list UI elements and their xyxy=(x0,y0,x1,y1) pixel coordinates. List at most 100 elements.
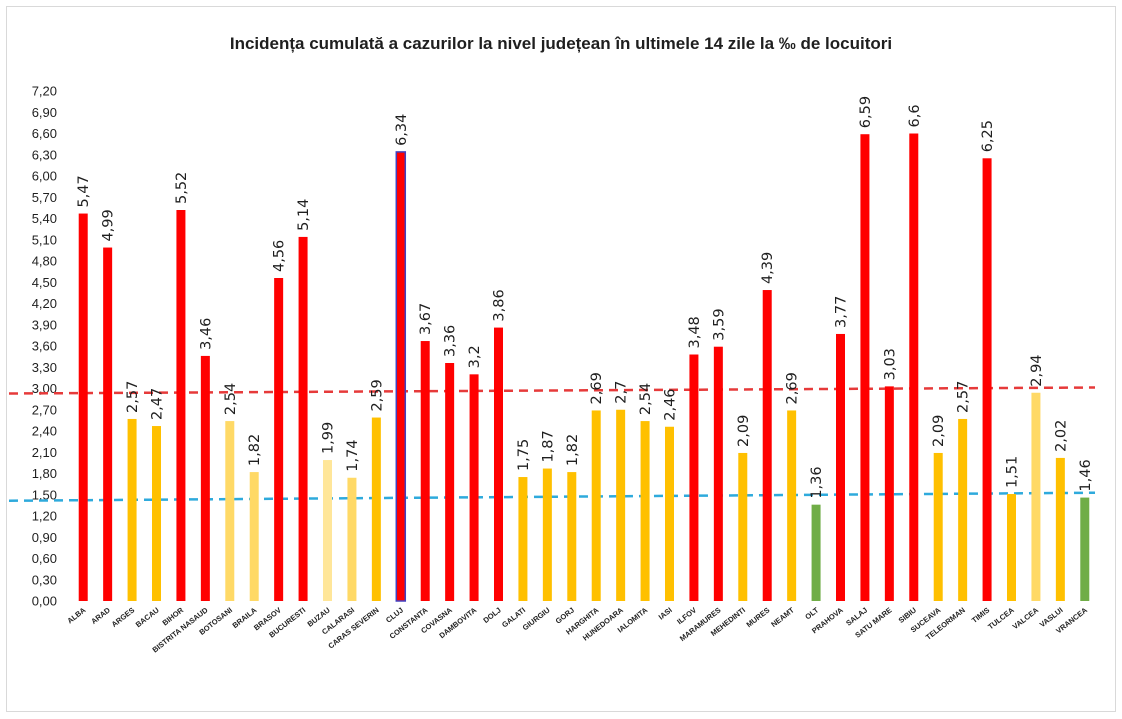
chart-title: Incidența cumulată a cazurilor la nivel … xyxy=(230,34,892,53)
bar-tulcea xyxy=(1007,494,1016,601)
bar-olt xyxy=(811,504,821,601)
bar-sibiu xyxy=(909,133,919,601)
red-threshold-line xyxy=(8,386,1096,395)
data-label: 1,46 xyxy=(1078,459,1094,491)
data-label: 5,14 xyxy=(296,199,312,231)
bar-harghita xyxy=(591,410,601,601)
y-tick-label: 0,30 xyxy=(32,572,57,587)
bar-bucuresti xyxy=(298,236,308,601)
data-label: 4,39 xyxy=(760,252,776,284)
y-tick-label: 1,80 xyxy=(32,466,57,481)
bar-mehedinti xyxy=(738,452,748,601)
bar-iasi xyxy=(665,426,674,601)
bar-constanta xyxy=(420,341,430,601)
y-tick-label: 5,70 xyxy=(32,190,57,205)
x-tick-label: ARGES xyxy=(110,605,137,629)
bar-arges xyxy=(127,418,137,601)
bars xyxy=(78,133,1090,602)
y-tick-label: 3,00 xyxy=(32,381,57,396)
y-tick-label: 5,40 xyxy=(32,211,57,226)
bar-caras-severin xyxy=(371,417,381,601)
bar-giurgiu xyxy=(542,468,552,601)
data-label: 2,94 xyxy=(1029,354,1045,386)
data-label: 2,59 xyxy=(369,379,385,411)
bar-arad xyxy=(103,247,113,601)
data-label: 3,48 xyxy=(687,316,703,348)
data-label: 2,69 xyxy=(785,372,801,404)
y-axis: 0,00 0,30 0,60 0,90 1,20 1,50 1,80 2,10 2,40 2,70… xyxy=(32,84,57,609)
y-tick-label: 1,20 xyxy=(32,509,57,524)
y-tick-label: 4,50 xyxy=(32,275,57,290)
y-tick-label: 6,00 xyxy=(32,169,57,184)
bar-botosani xyxy=(225,421,235,601)
data-label: 2,46 xyxy=(663,388,679,420)
bar-mures xyxy=(762,290,772,601)
data-label: 2,09 xyxy=(736,415,752,447)
x-tick-label: IASI xyxy=(657,605,674,621)
bar-valcea xyxy=(1031,392,1041,601)
data-label: 1,99 xyxy=(321,422,337,454)
bar-teleorman xyxy=(958,418,968,601)
data-label: 3,03 xyxy=(882,348,898,380)
data-label: 2,09 xyxy=(931,415,947,447)
data-label: 6,6 xyxy=(907,104,923,127)
bar-buzau xyxy=(323,460,332,601)
x-tick-label: NEAMT xyxy=(769,605,796,629)
bar-braila xyxy=(249,472,259,601)
data-label: 1,82 xyxy=(247,434,263,466)
bar-bistrita-nasaud xyxy=(200,355,210,601)
bar-alba xyxy=(78,213,88,601)
y-tick-label: 0,90 xyxy=(32,530,57,545)
data-label: 1,51 xyxy=(1005,456,1021,488)
bar-hunedoara xyxy=(616,409,626,601)
data-label: 2,54 xyxy=(223,383,239,415)
x-tick-label: VALCEA xyxy=(1011,605,1041,631)
bar-prahova xyxy=(836,333,845,601)
y-tick-label: 0,00 xyxy=(32,594,57,609)
bar-vrancea xyxy=(1080,497,1090,601)
data-label: 6,34 xyxy=(394,114,410,146)
data-label: 2,7 xyxy=(614,381,630,404)
data-label: 5,47 xyxy=(76,175,92,207)
bar-timis xyxy=(982,158,992,601)
bar-dambovita xyxy=(469,374,479,601)
data-label: 2,57 xyxy=(125,381,141,413)
x-tick-label: MURES xyxy=(745,605,772,629)
blue-threshold-line xyxy=(8,491,1096,502)
x-tick-label: OLT xyxy=(803,605,820,621)
y-tick-label: 2,70 xyxy=(32,402,57,417)
data-label: 4,56 xyxy=(272,240,288,272)
data-label: 2,02 xyxy=(1053,420,1069,452)
data-label: 1,36 xyxy=(809,466,825,498)
x-tick-label: GIURGIU xyxy=(521,605,552,632)
data-label: 1,75 xyxy=(516,439,532,471)
bar-ilfov xyxy=(689,354,699,601)
chart-frame: Incidența cumulată a cazurilor la nivel … xyxy=(6,6,1116,712)
data-label: 3,59 xyxy=(711,308,727,340)
bar-suceava xyxy=(933,452,943,601)
x-tick-label: BACAU xyxy=(134,605,161,629)
data-label: 6,25 xyxy=(980,120,996,152)
bar-salaj xyxy=(860,134,870,601)
y-tick-label: 0,60 xyxy=(32,551,57,566)
x-tick-label: TULCEA xyxy=(986,605,1016,631)
data-label: 5,52 xyxy=(174,172,190,204)
bar-gorj xyxy=(567,472,577,601)
y-tick-label: 6,90 xyxy=(32,105,57,120)
x-tick-label: ALBA xyxy=(65,605,87,625)
data-label: 3,86 xyxy=(492,289,508,321)
bar-galati xyxy=(518,477,528,601)
data-label: 2,54 xyxy=(638,383,654,415)
bar-neamt xyxy=(787,410,797,601)
data-label: 3,67 xyxy=(418,303,434,335)
data-label: 4,99 xyxy=(101,209,117,241)
bar-bacau xyxy=(152,426,161,601)
y-tick-label: 1,50 xyxy=(32,487,57,502)
data-label: 1,74 xyxy=(345,439,361,471)
bar-dolj xyxy=(494,327,503,601)
bar-satu-mare xyxy=(884,386,894,601)
y-tick-label: 3,60 xyxy=(32,339,57,354)
data-label: 2,69 xyxy=(589,372,605,404)
data-label: 1,82 xyxy=(565,434,581,466)
